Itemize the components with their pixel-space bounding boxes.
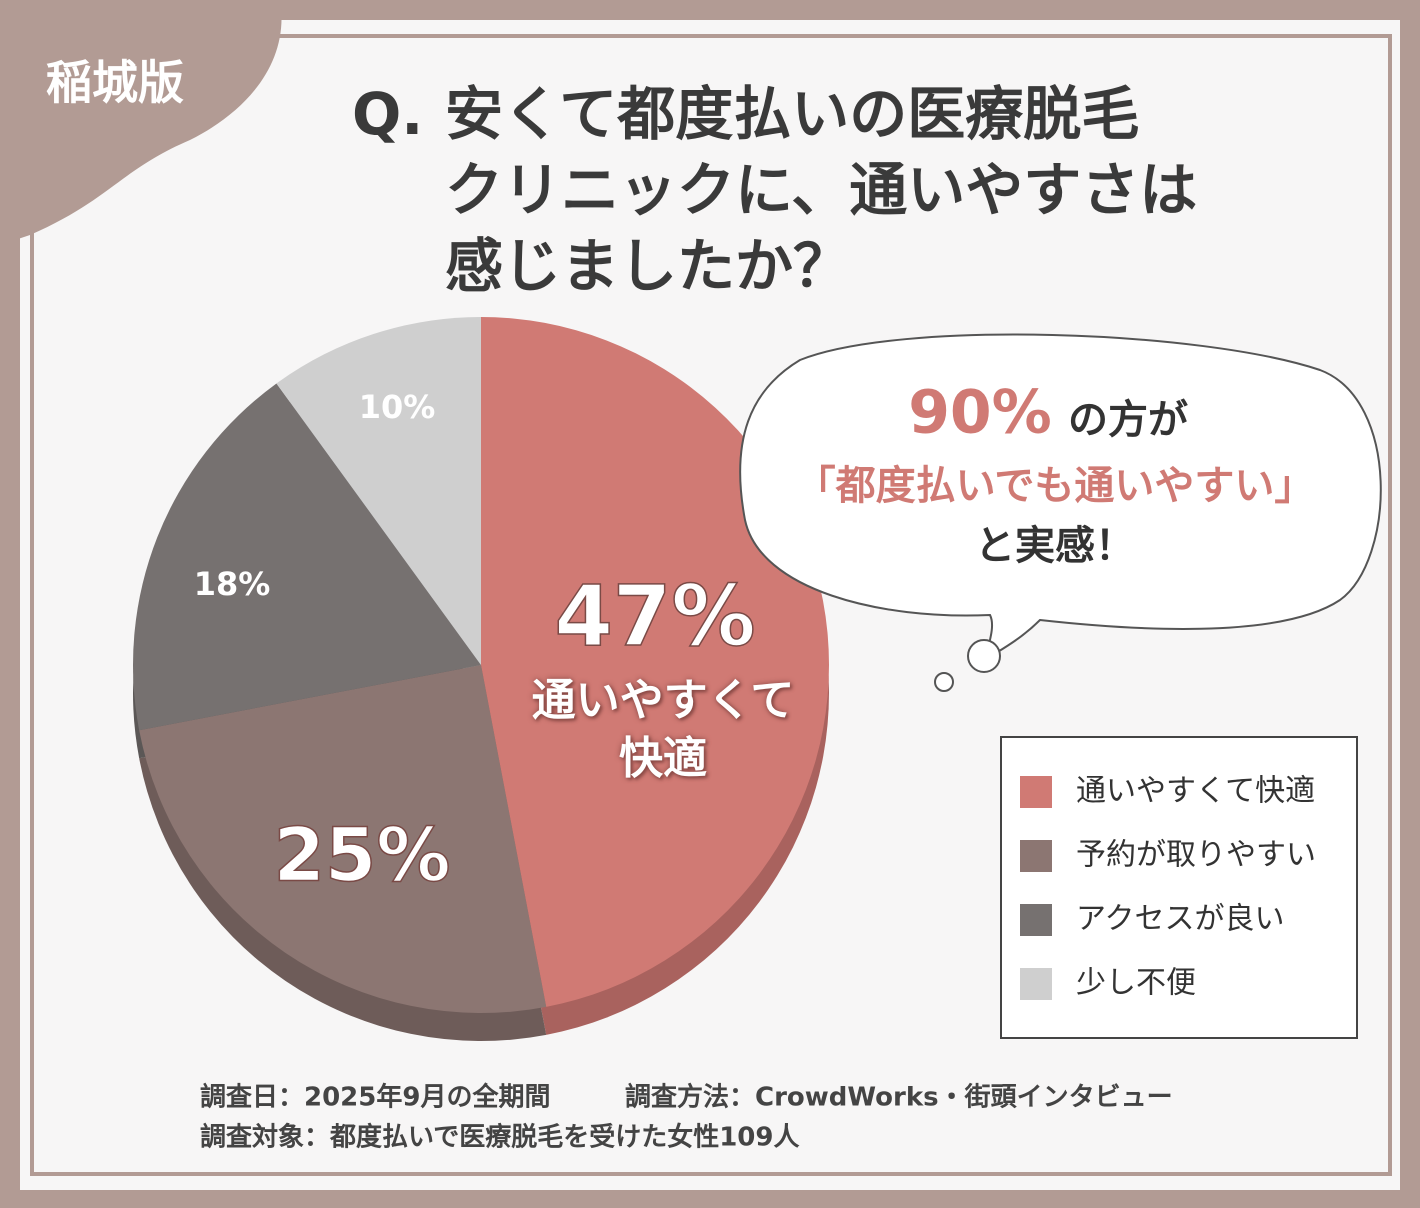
frame: [30, 34, 1392, 1176]
chart-title: 感じましたか？: [445, 232, 851, 300]
speech-bubble: [739, 333, 1382, 663]
slice-category: 通いやすくて快適: [531, 675, 795, 784]
bubble-dot: [967, 639, 1001, 673]
value-label: 18%: [194, 565, 271, 603]
legend-swatch: [1020, 904, 1052, 936]
chart-title: クリニックに、通いやすさは: [445, 156, 1197, 224]
annotation-text: 「都度払いでも通いやすい」: [796, 463, 1315, 509]
slice: [133, 383, 481, 731]
value-label: 25%: [273, 813, 450, 899]
legend-label: 予約が取りやすい: [1076, 838, 1316, 873]
annotation-text: と実感！: [975, 523, 1135, 569]
bubble-dot: [934, 672, 954, 692]
slice: [276, 317, 481, 665]
value-label: 47%: [554, 567, 755, 665]
slice: [139, 665, 547, 1013]
legend-label: 通いやすくて快適: [1076, 774, 1315, 809]
chart-title: 安くて都度払いの医療脱毛: [445, 80, 1139, 148]
legend-swatch: [1020, 776, 1052, 808]
value-label: 10%: [359, 388, 436, 426]
annotation-highlight: 90%: [908, 378, 1052, 448]
footer-text: 調査対象：都度払いで医療脱毛を受けた女性109人: [200, 1122, 800, 1153]
badge: 稲城版: [46, 56, 184, 110]
footer-text: 調査方法：CrowdWorks・街頭インタビュー: [625, 1082, 1173, 1113]
corner: [0, 0, 282, 245]
legend: [1000, 736, 1358, 1039]
legend-swatch: [1020, 968, 1052, 1000]
legend-label: 少し不便: [1076, 966, 1196, 1001]
title-prefix: Q.: [352, 80, 423, 148]
annotation-text: の方が: [1068, 397, 1188, 443]
legend-label: アクセスが良い: [1076, 902, 1285, 937]
legend-swatch: [1020, 840, 1052, 872]
footer-text: 調査日：2025年9月の全期間: [200, 1082, 550, 1113]
pie: 47% 25% 18% 10%: [132, 317, 829, 1041]
